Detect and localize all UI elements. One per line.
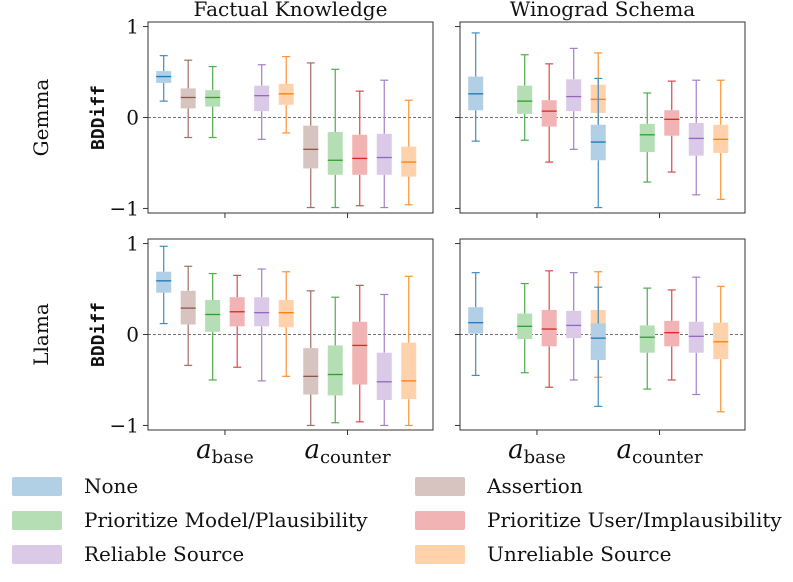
legend-label: Assertion	[487, 474, 583, 498]
box-assertion	[180, 88, 196, 109]
box-reliable-source	[688, 321, 704, 353]
legend-label: None	[84, 474, 139, 498]
legend-swatch	[12, 544, 62, 564]
y-tick-label: 0	[126, 106, 139, 130]
legend-item: Unreliable Source	[415, 542, 671, 566]
y-tick-label: 0	[126, 323, 139, 347]
box-prioritize-model-plausibility	[639, 123, 655, 153]
legend-label: Prioritize Model/Plausibility	[84, 508, 368, 532]
box-assertion	[303, 348, 319, 395]
legend-swatch	[12, 476, 62, 496]
x-group-label: acounter	[304, 435, 391, 466]
legend-label: Reliable Source	[84, 542, 245, 566]
box-prioritize-model-plausibility	[205, 90, 221, 107]
column-title: Factual Knowledge	[194, 0, 388, 21]
legend-item: None	[12, 474, 138, 498]
y-axis-label: BDDiff	[88, 85, 109, 150]
legend-label: Prioritize User/Implausibility	[487, 508, 782, 532]
column-title: Winograd Schema	[510, 0, 696, 21]
y-axis-label: BDDiff	[88, 302, 109, 367]
box-reliable-source	[376, 133, 392, 175]
x-group-label: abase	[508, 435, 566, 466]
box-none	[590, 323, 606, 360]
box-unreliable-source	[278, 299, 294, 328]
box-reliable-source	[254, 297, 270, 327]
y-tick-label: −1	[110, 413, 139, 437]
legend-swatch	[12, 510, 62, 530]
box-none	[468, 307, 484, 334]
box-prioritize-model-plausibility	[639, 325, 655, 353]
x-group-label: acounter	[616, 435, 703, 466]
box-unreliable-source	[713, 322, 729, 360]
box-unreliable-source	[401, 342, 417, 400]
box-none	[156, 271, 172, 293]
box-prioritize-model-plausibility	[327, 132, 343, 175]
box-plot-grid: Factual Knowledge Winograd Schema Gemma BDD…	[29, 0, 746, 466]
legend-swatch	[415, 510, 465, 530]
box-reliable-source	[688, 122, 704, 156]
x-group-label: abase	[196, 435, 254, 466]
box-assertion	[303, 125, 319, 169]
box-prioritize-user-implausibility	[352, 134, 368, 175]
legend: None Assertion Prioritize Model/Plausibili…	[0, 466, 793, 582]
row-label: Gemma	[29, 79, 53, 157]
box-prioritize-user-implausibility	[664, 320, 680, 347]
box-reliable-source	[566, 79, 582, 112]
legend-item: Prioritize User/Implausibility	[415, 508, 782, 532]
legend-label: Unreliable Source	[487, 542, 672, 566]
box-prioritize-user-implausibility	[664, 110, 680, 136]
box-reliable-source	[376, 352, 392, 400]
box-prioritize-model-plausibility	[517, 85, 533, 114]
legend-swatch	[415, 476, 465, 496]
legend-item: Assertion	[415, 474, 583, 498]
y-tick-label: 1	[126, 15, 139, 39]
y-tick-label: 1	[126, 232, 139, 256]
box-reliable-source	[566, 310, 582, 339]
box-prioritize-user-implausibility	[352, 321, 368, 385]
box-prioritize-user-implausibility	[541, 100, 557, 127]
legend-item: Reliable Source	[12, 542, 244, 566]
box-prioritize-user-implausibility	[541, 309, 557, 347]
y-tick-label: −1	[110, 196, 139, 220]
box-reliable-source	[254, 85, 270, 112]
box-prioritize-model-plausibility	[327, 345, 343, 396]
box-prioritize-model-plausibility	[205, 299, 221, 332]
row-label: Llama	[29, 303, 53, 366]
legend-item: Prioritize Model/Plausibility	[12, 508, 368, 532]
legend-swatch	[415, 544, 465, 564]
